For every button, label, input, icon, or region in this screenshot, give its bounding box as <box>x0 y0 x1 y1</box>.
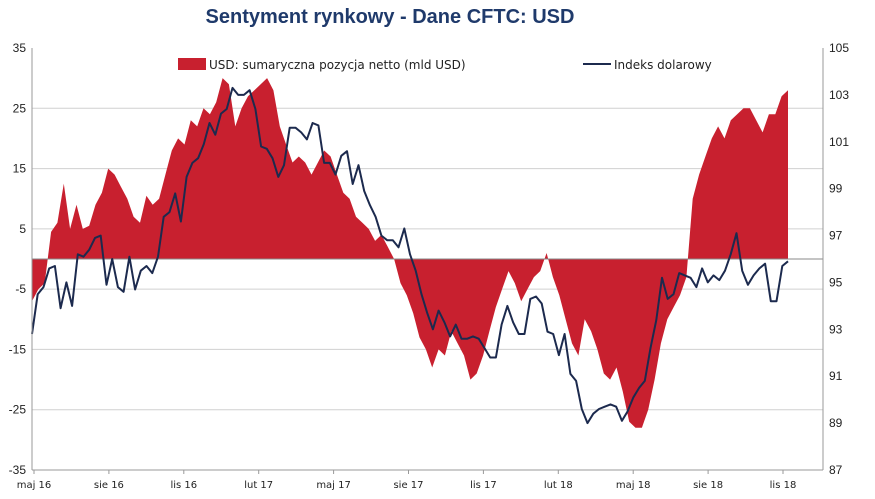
left-tick-label: -35 <box>9 463 27 477</box>
x-tick-label: lut 17 <box>244 480 273 491</box>
legend: USD: sumaryczna pozycja netto (mld USD) I… <box>178 58 712 72</box>
left-tick-label: -25 <box>9 403 27 417</box>
x-tick-label: lut 18 <box>544 480 573 491</box>
x-tick-label: sie 17 <box>393 480 423 491</box>
right-tick-label: 93 <box>829 322 843 336</box>
right-tick-label: 103 <box>829 88 849 102</box>
left-tick-label: -5 <box>15 282 26 296</box>
right-tick-label: 97 <box>829 229 843 243</box>
chart-title: Sentyment rynkowy - Dane CFTC: USD <box>205 6 575 28</box>
x-tick-label: sie 16 <box>94 480 124 491</box>
dollar-index-path <box>31 86 789 425</box>
left-tick-label: 5 <box>19 222 26 236</box>
axes: 35 25 15 5 -5 -15 -25 -35 105 103 101 99 97 95 93 91 89 8… <box>9 41 850 491</box>
left-tick-label: 35 <box>13 41 27 55</box>
x-tick-label: lis 16 <box>170 480 197 491</box>
right-tick-label: 95 <box>829 275 843 289</box>
x-tick-label: sie 18 <box>693 480 723 491</box>
right-tick-label: 105 <box>829 41 849 55</box>
right-tick-label: 87 <box>829 463 843 477</box>
x-tick-label: maj 17 <box>316 480 351 491</box>
x-tick-label: maj 18 <box>616 480 651 491</box>
left-tick-label: 25 <box>13 101 27 115</box>
net-position-area-shape <box>32 78 788 428</box>
left-tick-label: 15 <box>13 162 27 176</box>
legend-swatch-net-position <box>178 58 206 70</box>
left-tick-label: -15 <box>9 342 27 356</box>
legend-label-net-position: USD: sumaryczna pozycja netto (mld USD) <box>209 58 466 72</box>
net-position-area <box>32 78 788 428</box>
dollar-index-line <box>31 86 789 425</box>
x-tick-label: lis 18 <box>770 480 797 491</box>
right-tick-label: 89 <box>829 416 843 430</box>
x-tick-label: maj 16 <box>17 480 52 491</box>
right-tick-label: 101 <box>829 135 849 149</box>
legend-label-dollar-index: Indeks dolarowy <box>614 58 712 72</box>
right-tick-label: 99 <box>829 182 843 196</box>
x-tick-label: lis 17 <box>470 480 497 491</box>
right-tick-label: 91 <box>829 369 843 383</box>
